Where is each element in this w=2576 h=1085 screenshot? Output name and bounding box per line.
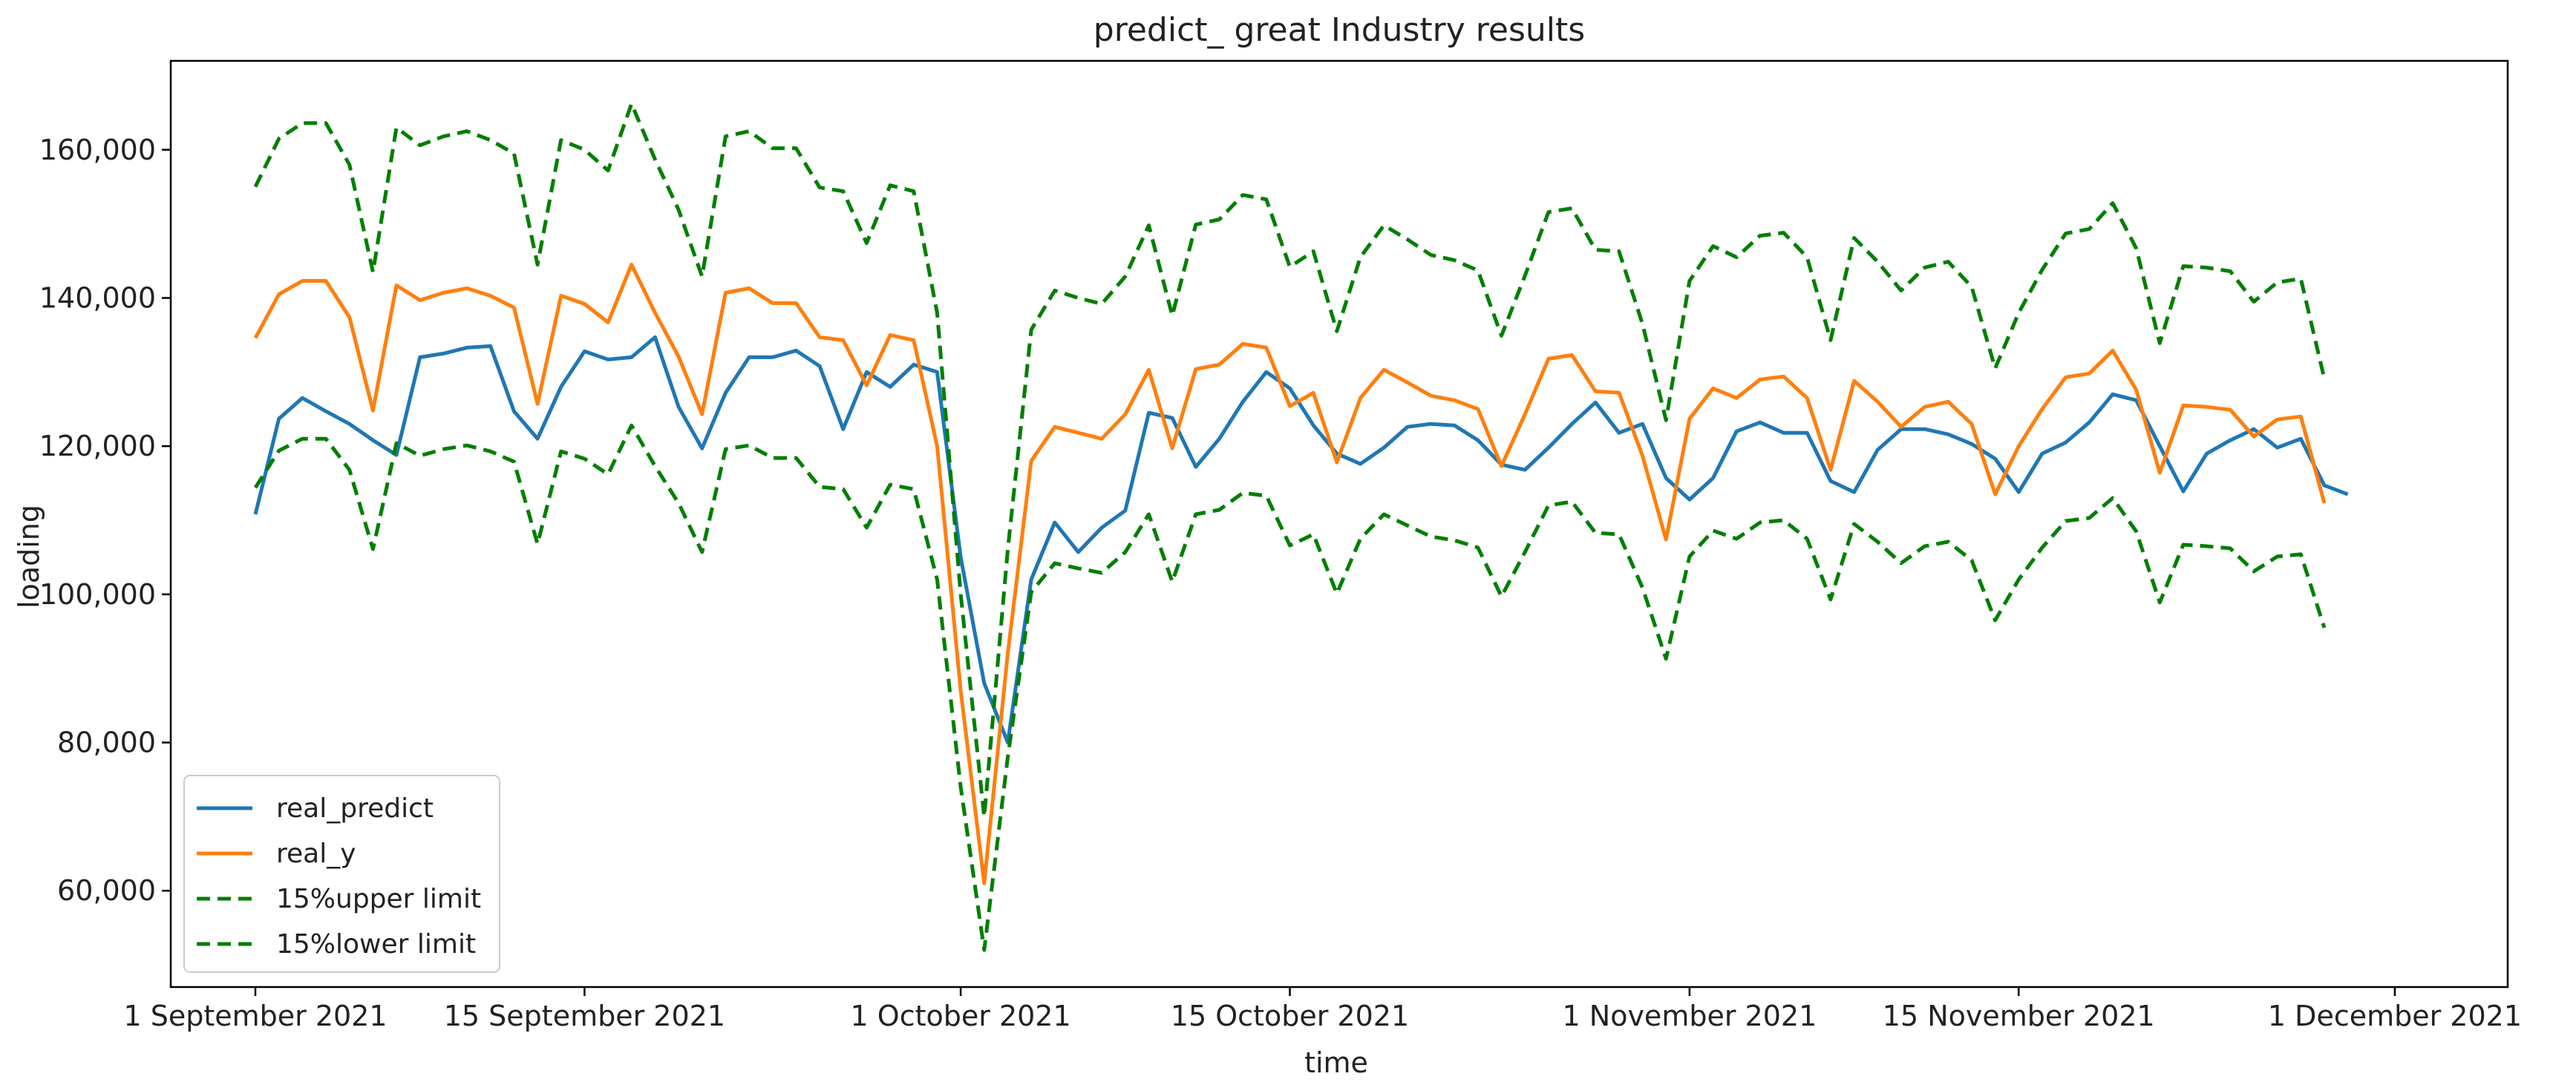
axis-ticks: 60,000 80,000 100,000 120,000 140,000 160,000… [39, 134, 2522, 1032]
y-axis-label: loading [13, 505, 45, 609]
series-line-real-predict [253, 335, 2349, 744]
y-tick-label: 140,000 [39, 281, 156, 314]
legend-label-upper-limit: 15%upper limit [276, 884, 481, 914]
plot-area [169, 59, 2509, 989]
x-tick-label: 15 September 2021 [444, 1000, 725, 1032]
series-line-real-y [253, 263, 2327, 885]
y-tick-label: 80,000 [57, 727, 156, 759]
x-tick-label: 1 November 2021 [1563, 1000, 1817, 1032]
y-tick-label: 160,000 [39, 134, 156, 166]
y-tick-label: 100,000 [39, 578, 156, 611]
x-axis-label: time [1304, 1046, 1368, 1079]
legend: real_predict real_y 15%upper limit 15%lo… [183, 775, 500, 973]
x-tick-label: 15 October 2021 [1171, 1000, 1409, 1032]
chart-title: predict_ great Industry results [1094, 11, 1585, 49]
y-tick-label: 60,000 [57, 874, 156, 907]
x-tick-label: 1 September 2021 [123, 1000, 387, 1032]
series-line-15-lower-limit [253, 423, 2327, 952]
y-tick-label: 120,000 [39, 430, 156, 462]
series-line-15-upper-limit [253, 102, 2327, 819]
legend-label-real-predict: real_predict [276, 793, 434, 824]
legend-label-lower-limit: 15%lower limit [276, 929, 476, 960]
legend-label-real-y: real_y [276, 839, 356, 869]
x-tick-label: 15 November 2021 [1883, 1000, 2155, 1032]
x-tick-label: 1 October 2021 [851, 1000, 1071, 1032]
series-layer [253, 102, 2349, 952]
legend-box [183, 775, 500, 973]
x-tick-label: 1 December 2021 [2268, 1000, 2522, 1032]
